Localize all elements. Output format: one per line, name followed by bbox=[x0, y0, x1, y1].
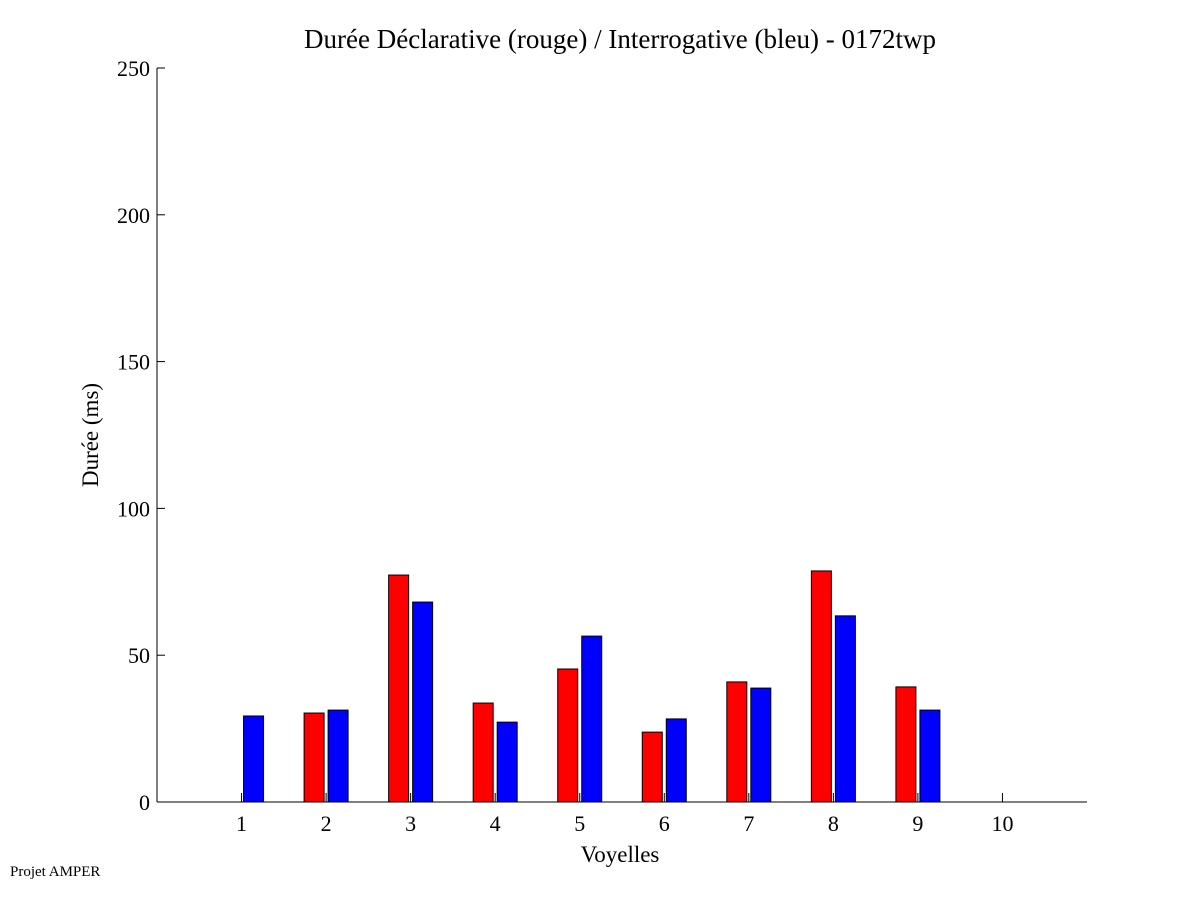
bar-déclarative-6 bbox=[641, 731, 663, 803]
bar-déclarative-8 bbox=[810, 570, 832, 803]
y-tick-label: 150 bbox=[117, 350, 150, 375]
x-tick-label: 8 bbox=[828, 811, 839, 836]
x-tick-label: 10 bbox=[991, 811, 1013, 836]
bar-interrogative-3 bbox=[412, 601, 434, 803]
bar-interrogative-4 bbox=[496, 721, 518, 803]
x-axis-label: Voyelles bbox=[581, 842, 660, 867]
bar-interrogative-2 bbox=[327, 709, 349, 803]
bar-interrogative-1 bbox=[243, 715, 265, 803]
y-axis-label: Durée (ms) bbox=[78, 383, 103, 487]
x-tick-label: 1 bbox=[236, 811, 247, 836]
bar-interrogative-7 bbox=[750, 687, 772, 803]
bar-déclarative-7 bbox=[726, 681, 748, 803]
footer-credit: Projet AMPER bbox=[10, 864, 101, 880]
y-tick-label: 50 bbox=[128, 643, 150, 668]
x-tick-label: 6 bbox=[659, 811, 670, 836]
bar-interrogative-8 bbox=[834, 615, 856, 803]
y-tick-label: 100 bbox=[117, 496, 150, 521]
bar-déclarative-4 bbox=[472, 702, 494, 803]
bar-interrogative-5 bbox=[581, 635, 603, 803]
x-tick-label: 9 bbox=[912, 811, 923, 836]
bar-interrogative-9 bbox=[919, 709, 941, 803]
x-tick-label: 7 bbox=[743, 811, 754, 836]
x-tick-label: 5 bbox=[574, 811, 585, 836]
x-tick-label: 2 bbox=[321, 811, 332, 836]
y-tick-label: 0 bbox=[139, 790, 150, 815]
chart-title: Durée Déclarative (rouge) / Interrogativ… bbox=[304, 24, 936, 54]
bar-déclarative-3 bbox=[388, 574, 410, 803]
bar-déclarative-2 bbox=[303, 712, 325, 803]
bar-déclarative-9 bbox=[895, 686, 917, 803]
bar-déclarative-5 bbox=[557, 668, 579, 803]
y-tick-label: 250 bbox=[117, 56, 150, 81]
y-tick-label: 200 bbox=[117, 203, 150, 228]
x-tick-label: 3 bbox=[405, 811, 416, 836]
bar-interrogative-6 bbox=[665, 718, 687, 803]
x-tick-label: 4 bbox=[490, 811, 501, 836]
